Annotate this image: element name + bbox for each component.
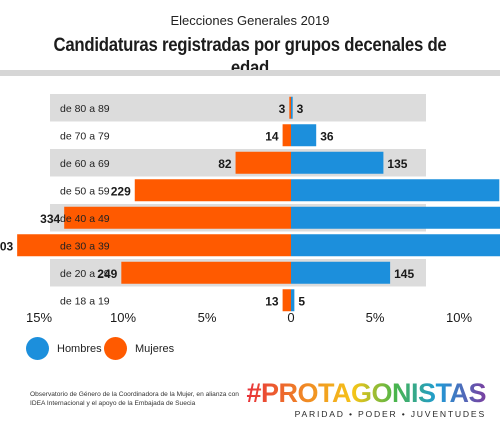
title-divider <box>0 70 500 76</box>
population-pyramid-chart: de 80 a 89 3 3 de 70 a 79 14 36 de 60 a 69 82 13… <box>0 94 500 325</box>
bar-mujeres <box>282 124 291 147</box>
data-label-mujeres: 403 <box>0 239 13 253</box>
data-label-mujeres: 82 <box>218 157 232 171</box>
data-label-mujeres: 3 <box>279 102 286 116</box>
x-tick-label: 5% <box>366 310 385 325</box>
row-band <box>50 286 426 314</box>
bar-hombres <box>291 124 317 147</box>
row-band <box>50 94 426 122</box>
category-label: de 70 a 79 <box>60 130 110 142</box>
bar-mujeres <box>17 234 291 257</box>
data-label-hombres: 145 <box>394 267 414 281</box>
x-tick-label: 15% <box>26 310 52 325</box>
data-label-mujeres: 229 <box>111 184 131 198</box>
bar-hombres <box>291 261 391 284</box>
data-label-hombres: 135 <box>387 157 407 171</box>
category-label: de 20 a 29 <box>60 268 110 280</box>
bar-hombres <box>291 206 500 229</box>
brand-logo: #PROTAGONISTAS PARIDAD • PODER • JUVENTU… <box>246 378 486 419</box>
data-label-hombres: 3 <box>297 102 304 116</box>
bar-mujeres <box>64 206 291 229</box>
category-label: de 30 a 39 <box>60 240 110 252</box>
source-note: Observatorio de Género de la Coordinador… <box>30 391 239 407</box>
bar-mujeres <box>235 151 291 174</box>
brand-tagline: PARIDAD • PODER • JUVENTUDES <box>294 409 486 419</box>
bar-hombres <box>291 179 500 202</box>
x-tick-label: 5% <box>198 310 217 325</box>
category-label: de 60 a 69 <box>60 158 110 170</box>
category-label: de 18 a 19 <box>60 295 110 307</box>
x-tick-label: 10% <box>446 310 472 325</box>
data-label-mujeres: 249 <box>97 267 117 281</box>
bar-mujeres <box>289 96 291 119</box>
bar-mujeres <box>282 289 291 312</box>
x-tick-label: 0 <box>287 310 294 325</box>
data-label-mujeres: 334 <box>40 212 60 226</box>
bar-hombres <box>291 234 500 257</box>
legend-item-mujeres: Mujeres <box>104 337 174 360</box>
data-label-mujeres: 14 <box>265 129 279 143</box>
legend-item-hombres: Hombres <box>26 337 102 360</box>
data-label-hombres: 5 <box>298 294 305 308</box>
category-label: de 50 a 59 <box>60 185 110 197</box>
row-band <box>50 121 426 149</box>
x-tick-label: 10% <box>110 310 136 325</box>
chart-supertitle: Elecciones Generales 2019 <box>170 13 330 28</box>
legend-swatch-mujeres <box>104 337 127 360</box>
bar-mujeres <box>134 179 291 202</box>
legend-swatch-hombres <box>26 337 49 360</box>
legend-label-hombres: Hombres <box>57 342 102 355</box>
legend-label-mujeres: Mujeres <box>135 342 175 355</box>
category-label: de 40 a 49 <box>60 213 110 225</box>
data-label-hombres: 36 <box>320 129 334 143</box>
category-label: de 80 a 89 <box>60 103 110 115</box>
bar-mujeres <box>121 261 291 284</box>
data-label-mujeres: 13 <box>265 294 279 308</box>
bar-hombres <box>291 289 295 312</box>
brand-name: #PROTAGONISTAS <box>246 378 486 408</box>
bar-hombres <box>291 96 293 119</box>
bar-hombres <box>291 151 384 174</box>
